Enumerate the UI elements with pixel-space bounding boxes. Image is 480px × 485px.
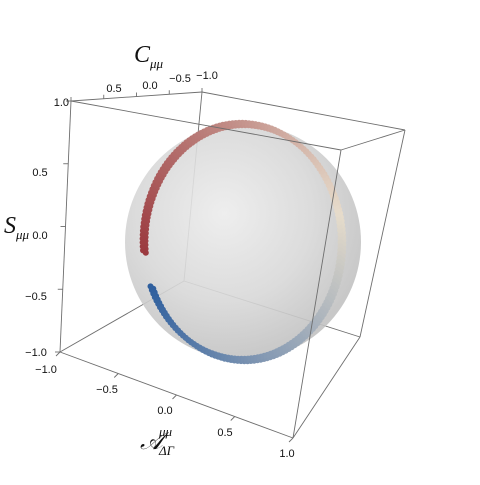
box-edge (70, 100, 342, 151)
curve-point (147, 283, 154, 290)
tick-mark (113, 373, 119, 378)
c-axis-ticks: 1.0 0.5 0.0 −0.5 −1.0 (54, 70, 218, 109)
tick-mark (288, 437, 294, 443)
box-edge (340, 129, 406, 151)
tick-label: 1.0 (54, 97, 69, 109)
box-edge (201, 91, 406, 131)
tick-mark (172, 394, 177, 400)
tick-label: −1.0 (196, 70, 218, 82)
svg-text:Cμμ: Cμμ (134, 42, 164, 71)
tick-mark (55, 351, 61, 357)
tick-mark (230, 416, 236, 421)
tick-label: 0.5 (106, 83, 121, 95)
tick-label: −0.5 (25, 291, 47, 303)
svg-text:Sμμ: Sμμ (4, 213, 30, 242)
tick-label: 0.5 (217, 427, 232, 439)
curve-point (139, 239, 146, 246)
axis-label-a: 𝒜 μμ ΔΓ (140, 424, 175, 458)
tick-label: −1.0 (35, 364, 57, 376)
box-edge (292, 336, 361, 439)
axis-label-s: Sμμ (4, 213, 30, 242)
tick-label: 1.0 (279, 448, 294, 460)
svg-text:ΔΓ: ΔΓ (158, 443, 175, 458)
svg-text:μμ: μμ (158, 424, 173, 439)
tick-label: 0.5 (32, 167, 47, 179)
unit-sphere (125, 124, 361, 360)
a-axis-ticks: −1.0 −0.5 0.0 0.5 1.0 (35, 364, 295, 460)
tick-label: −1.0 (25, 347, 47, 359)
box-edge (292, 149, 342, 439)
axis-label-c: Cμμ (134, 42, 164, 71)
tick-marks (55, 88, 294, 443)
box-edge (359, 129, 406, 338)
tick-label: 0.0 (142, 80, 157, 92)
s-axis-ticks: 0.5 0.0 −0.5 −1.0 (25, 167, 48, 359)
tick-label: −0.5 (169, 73, 191, 85)
tick-label: −0.5 (96, 384, 118, 396)
tick-label: 0.0 (157, 405, 172, 417)
tick-label: 0.0 (32, 230, 47, 242)
curve-points (139, 119, 347, 365)
